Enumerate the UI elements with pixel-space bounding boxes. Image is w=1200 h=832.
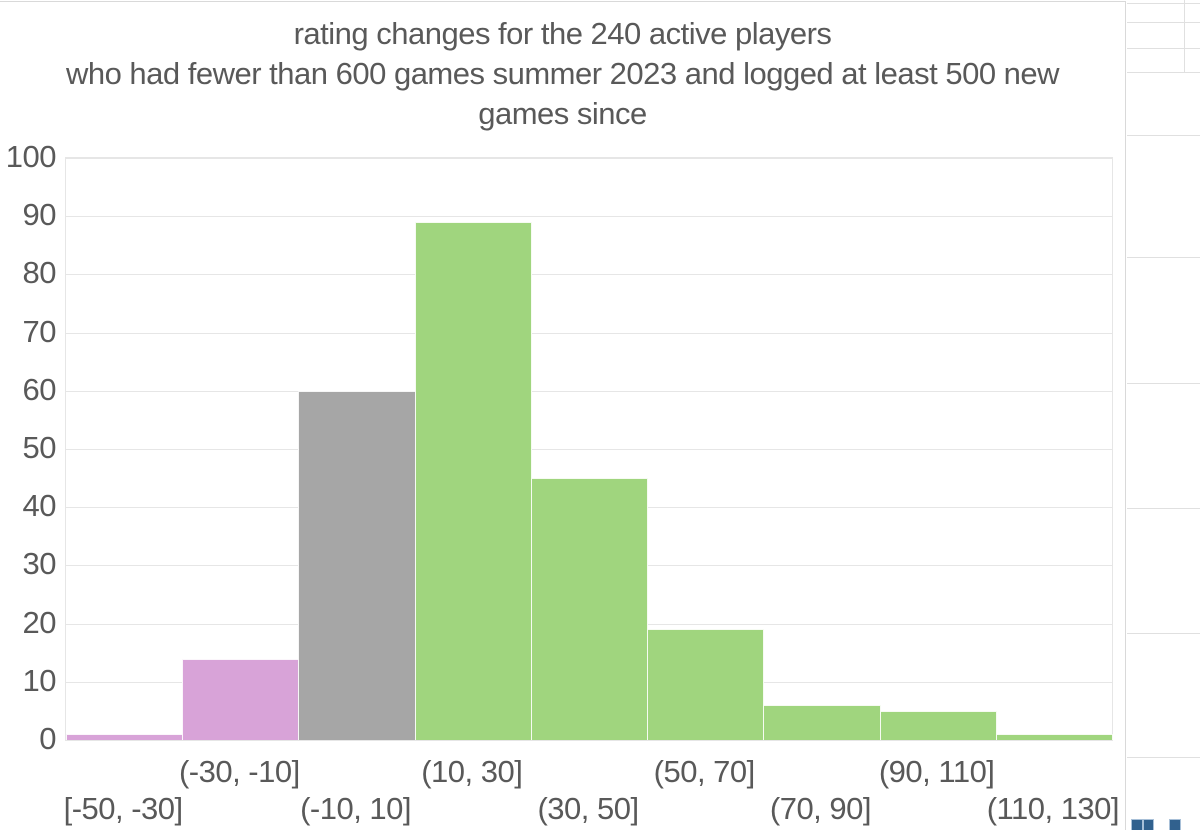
mini-chart-bar[interactable] <box>1143 819 1154 830</box>
histogram-bar[interactable] <box>414 222 532 740</box>
sheet-grid-vline <box>1184 0 1185 72</box>
mini-chart-bar[interactable] <box>1169 819 1181 830</box>
y-tick-label: 70 <box>22 313 57 349</box>
chart-title-line-3: games since <box>478 96 647 131</box>
histogram-bar[interactable] <box>530 478 649 740</box>
x-category-label: (-10, 10] <box>300 791 412 826</box>
y-tick-label: 20 <box>22 604 57 640</box>
histogram-bar[interactable] <box>763 705 881 740</box>
x-category-label: (10, 30] <box>421 754 523 789</box>
x-category-label: [-50, -30] <box>63 791 184 826</box>
sheet-grid-hline <box>1127 48 1200 49</box>
plot-area[interactable] <box>65 157 1113 741</box>
histogram-bar[interactable] <box>995 734 1113 740</box>
gridline <box>66 158 1112 159</box>
y-tick-label: 60 <box>22 371 57 407</box>
y-tick-label: 10 <box>22 662 57 698</box>
mini-chart-bar[interactable] <box>1131 819 1143 830</box>
y-tick-label: 80 <box>22 255 57 291</box>
histogram-bar[interactable] <box>647 629 765 740</box>
chart-title[interactable]: rating changes for the 240 active player… <box>0 14 1125 134</box>
x-category-label: (-30, -10] <box>178 754 300 789</box>
gridline <box>66 216 1112 218</box>
gridline <box>66 449 1112 450</box>
y-tick-label: 100 <box>5 139 57 174</box>
y-tick-label: 90 <box>22 197 57 233</box>
x-category-label: (50, 70] <box>653 754 756 789</box>
x-category-label: (110, 130] <box>986 791 1120 826</box>
histogram-bar[interactable] <box>298 390 416 740</box>
rating-histogram-chart[interactable]: rating changes for the 240 active player… <box>0 1 1126 830</box>
gridline <box>66 390 1112 392</box>
sheet-grid-hline <box>1127 757 1200 758</box>
spreadsheet-grid[interactable] <box>1127 0 1200 830</box>
sheet-grid-hline <box>1127 257 1200 258</box>
gridline <box>66 740 1112 741</box>
x-category-label: (90, 110] <box>878 754 995 789</box>
y-tick-label: 30 <box>22 546 57 582</box>
sheet-grid-hline <box>1127 508 1200 509</box>
sheet-grid-hline <box>1127 72 1200 73</box>
y-tick-label: 40 <box>22 488 57 524</box>
y-tick-label: 50 <box>22 430 57 465</box>
sheet-grid-hline <box>1127 633 1200 634</box>
x-category-label: (30, 50] <box>537 791 639 826</box>
x-axis-labels[interactable]: [-50, -30] (-30, -10] (-10, 10] (10, 30] (30… <box>0 2 1126 832</box>
histogram-bar[interactable] <box>879 710 997 740</box>
gridline <box>66 332 1112 334</box>
sheet-grid-hline <box>1127 383 1200 384</box>
sheet-grid-hline <box>1127 135 1200 136</box>
y-axis-labels[interactable]: 0 10 20 30 40 50 60 70 80 90 100 <box>0 2 57 832</box>
chart-title-line-1: rating changes for the 240 active player… <box>293 16 832 51</box>
gridline <box>66 274 1112 276</box>
sheet-grid-hline <box>1127 3 1200 4</box>
x-category-label: (70, 90] <box>769 791 872 826</box>
sheet-grid-hline <box>1127 22 1200 23</box>
y-tick-label: 0 <box>39 721 56 756</box>
chart-title-line-2: who had fewer than 600 games summer 2023… <box>65 56 1060 91</box>
